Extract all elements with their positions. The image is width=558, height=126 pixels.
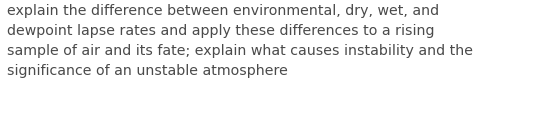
Text: explain the difference between environmental, dry, wet, and
dewpoint lapse rates: explain the difference between environme… — [7, 4, 473, 78]
